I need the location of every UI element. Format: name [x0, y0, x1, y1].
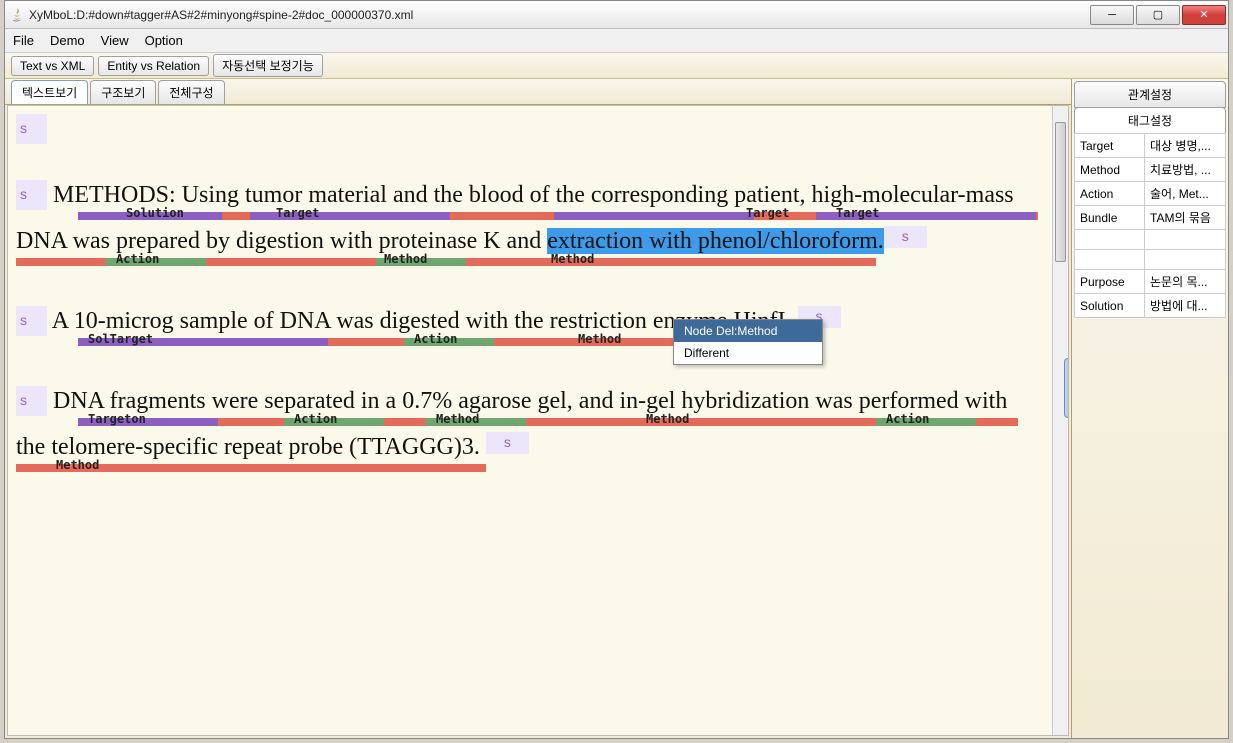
annotation-row: Method [16, 460, 1050, 476]
maximize-button[interactable]: ▢ [1136, 5, 1180, 25]
btn-entity-vs-relation[interactable]: Entity vs Relation [98, 56, 209, 76]
properties-table: Target대상 병명,... Method치료방법, ... Action술어… [1074, 133, 1226, 318]
java-icon [9, 7, 25, 23]
table-row[interactable]: Method치료방법, ... [1075, 158, 1226, 182]
prop-val: 논문의 목... [1145, 270, 1226, 294]
btn-auto-correction[interactable]: 자동선택 보정기능 [213, 54, 323, 77]
sentence-marker: s [486, 432, 529, 454]
annotation-row: Targeton Action Method Method Action [16, 414, 1050, 430]
content-row: 텍스트보기 구조보기 전체구성 s s METHODS: Using tumor… [5, 79, 1228, 738]
table-row[interactable]: BundleTAM의 묶음 [1075, 206, 1226, 230]
doc-content[interactable]: s s METHODS: Using tumor material and th… [8, 106, 1068, 520]
doc-text: DNA was prepared by digestion with prote… [16, 226, 1050, 256]
table-row [1075, 250, 1226, 270]
context-item-different[interactable]: Different [674, 342, 822, 364]
anno-label: Action [414, 332, 457, 347]
anno-label: Targeton [88, 412, 146, 427]
prop-key: Bundle [1075, 206, 1145, 230]
tab-text-view[interactable]: 텍스트보기 [11, 80, 88, 104]
sentence-marker: s [884, 226, 927, 248]
doc-text: DNA fragments were separated in a 0.7% a… [53, 388, 1007, 414]
menu-demo[interactable]: Demo [50, 33, 85, 48]
right-panel: 관계설정 태그설정 Target대상 병명,... Method치료방법, ..… [1072, 79, 1228, 738]
tab-relation-setting[interactable]: 관계설정 [1074, 81, 1226, 108]
tab-full-compose[interactable]: 전체구성 [158, 80, 224, 104]
prop-key: Solution [1075, 294, 1145, 318]
prop-key: Action [1075, 182, 1145, 206]
prop-val: 대상 병명,... [1145, 134, 1226, 158]
anno-label: Method [646, 412, 689, 427]
menu-file[interactable]: File [13, 33, 34, 48]
table-row[interactable]: Target대상 병명,... [1075, 134, 1226, 158]
menubar: File Demo View Option [5, 29, 1228, 53]
sentence-marker: s [16, 306, 47, 336]
table-row[interactable]: Purpose논문의 목... [1075, 270, 1226, 294]
table-row[interactable]: Solution방법에 대... [1075, 294, 1226, 318]
anno-label: Action [886, 412, 929, 427]
menu-option[interactable]: Option [145, 33, 183, 48]
context-item-node-del[interactable]: Node Del:Method [674, 320, 822, 342]
table-row [1075, 230, 1226, 250]
app-window: XyMboL:D:#down#tagger#AS#2#minyong#spine… [4, 0, 1229, 739]
anno-label: Action [294, 412, 337, 427]
doc-tabstrip: 텍스트보기 구조보기 전체구성 [5, 79, 1071, 105]
tab-structure-view[interactable]: 구조보기 [90, 80, 156, 104]
tab-tag-setting[interactable]: 태그설정 [1074, 107, 1226, 134]
anno-label: Method [384, 252, 427, 267]
doc-text-pre: DNA was prepared by digestion with prote… [16, 228, 547, 254]
prop-val: 치료방법, ... [1145, 158, 1226, 182]
annotation-row: SolTarget Action Method [16, 334, 1050, 350]
scrollbar-thumb[interactable] [1055, 122, 1066, 262]
table-row[interactable]: Action술어, Met... [1075, 182, 1226, 206]
annotation-row: Solution Target Target Target [16, 208, 1050, 224]
doc-text-line: the telomere-specific repeat probe (TTAG… [16, 434, 480, 460]
main-column: 텍스트보기 구조보기 전체구성 s s METHODS: Using tumor… [5, 79, 1072, 738]
prop-val: TAM의 묶음 [1145, 206, 1226, 230]
prop-key: Target [1075, 134, 1145, 158]
window-buttons: ─ ▢ ✕ [1088, 5, 1226, 25]
anno-label: Action [116, 252, 159, 267]
doc-viewport: s s METHODS: Using tumor material and th… [7, 105, 1069, 736]
close-button[interactable]: ✕ [1182, 5, 1226, 25]
vertical-scrollbar[interactable] [1052, 106, 1068, 735]
toolbar: Text vs XML Entity vs Relation 자동선택 보정기능 [5, 53, 1228, 79]
anno-label: Solution [126, 206, 184, 221]
titlebar: XyMboL:D:#down#tagger#AS#2#minyong#spine… [5, 1, 1228, 29]
doc-text-highlight[interactable]: extraction with phenol/chloroform. [547, 228, 884, 254]
minimize-button[interactable]: ─ [1090, 5, 1134, 25]
split-drag-handle[interactable] [1064, 358, 1069, 418]
annotation-row: Action Method Method [16, 254, 1050, 270]
doc-text: the telomere-specific repeat probe (TTAG… [16, 432, 1050, 462]
anno-label: SolTarget [88, 332, 153, 347]
anno-label: Target [746, 206, 789, 221]
anno-label: Method [551, 252, 594, 267]
anno-label: Target [836, 206, 879, 221]
doc-text: METHODS: Using tumor material and the bl… [53, 182, 1014, 208]
btn-text-vs-xml[interactable]: Text vs XML [11, 56, 94, 76]
right-tabstrip: 관계설정 태그설정 [1074, 81, 1226, 133]
prop-key: Method [1075, 158, 1145, 182]
sentence-marker: s [16, 114, 47, 144]
prop-val: 방법에 대... [1145, 294, 1226, 318]
anno-label: Method [436, 412, 479, 427]
menu-view[interactable]: View [101, 33, 129, 48]
anno-label: Method [56, 458, 99, 473]
sentence-marker: s [16, 386, 47, 416]
anno-bar-target[interactable] [554, 212, 754, 220]
sentence-marker: s [16, 180, 47, 210]
anno-label: Method [578, 332, 621, 347]
prop-key: Purpose [1075, 270, 1145, 294]
context-menu: Node Del:Method Different [673, 319, 823, 365]
anno-label: Target [276, 206, 319, 221]
window-title: XyMboL:D:#down#tagger#AS#2#minyong#spine… [29, 8, 1088, 22]
prop-val: 술어, Met... [1145, 182, 1226, 206]
